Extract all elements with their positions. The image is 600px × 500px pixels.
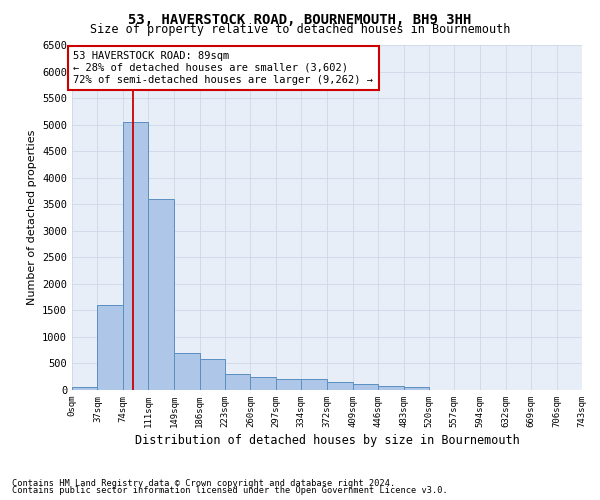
Text: 53 HAVERSTOCK ROAD: 89sqm
← 28% of detached houses are smaller (3,602)
72% of se: 53 HAVERSTOCK ROAD: 89sqm ← 28% of detac…	[73, 52, 373, 84]
Bar	[123, 122, 148, 390]
Text: 53, HAVERSTOCK ROAD, BOURNEMOUTH, BH9 3HH: 53, HAVERSTOCK ROAD, BOURNEMOUTH, BH9 3H…	[128, 12, 472, 26]
Bar	[404, 387, 429, 390]
Text: Contains HM Land Registry data © Crown copyright and database right 2024.: Contains HM Land Registry data © Crown c…	[12, 478, 395, 488]
Bar	[328, 382, 353, 390]
Bar	[353, 384, 378, 390]
Bar	[97, 305, 123, 390]
Bar	[225, 374, 250, 390]
Text: Contains public sector information licensed under the Open Government Licence v3: Contains public sector information licen…	[12, 486, 448, 495]
Bar	[378, 386, 404, 390]
Bar	[174, 353, 200, 390]
Bar	[200, 359, 225, 390]
Bar	[301, 380, 328, 390]
Bar	[148, 199, 174, 390]
Y-axis label: Number of detached properties: Number of detached properties	[26, 130, 37, 305]
Bar	[72, 387, 97, 390]
Bar	[250, 376, 276, 390]
Text: Size of property relative to detached houses in Bournemouth: Size of property relative to detached ho…	[90, 22, 510, 36]
Bar	[276, 379, 301, 390]
X-axis label: Distribution of detached houses by size in Bournemouth: Distribution of detached houses by size …	[134, 434, 520, 447]
